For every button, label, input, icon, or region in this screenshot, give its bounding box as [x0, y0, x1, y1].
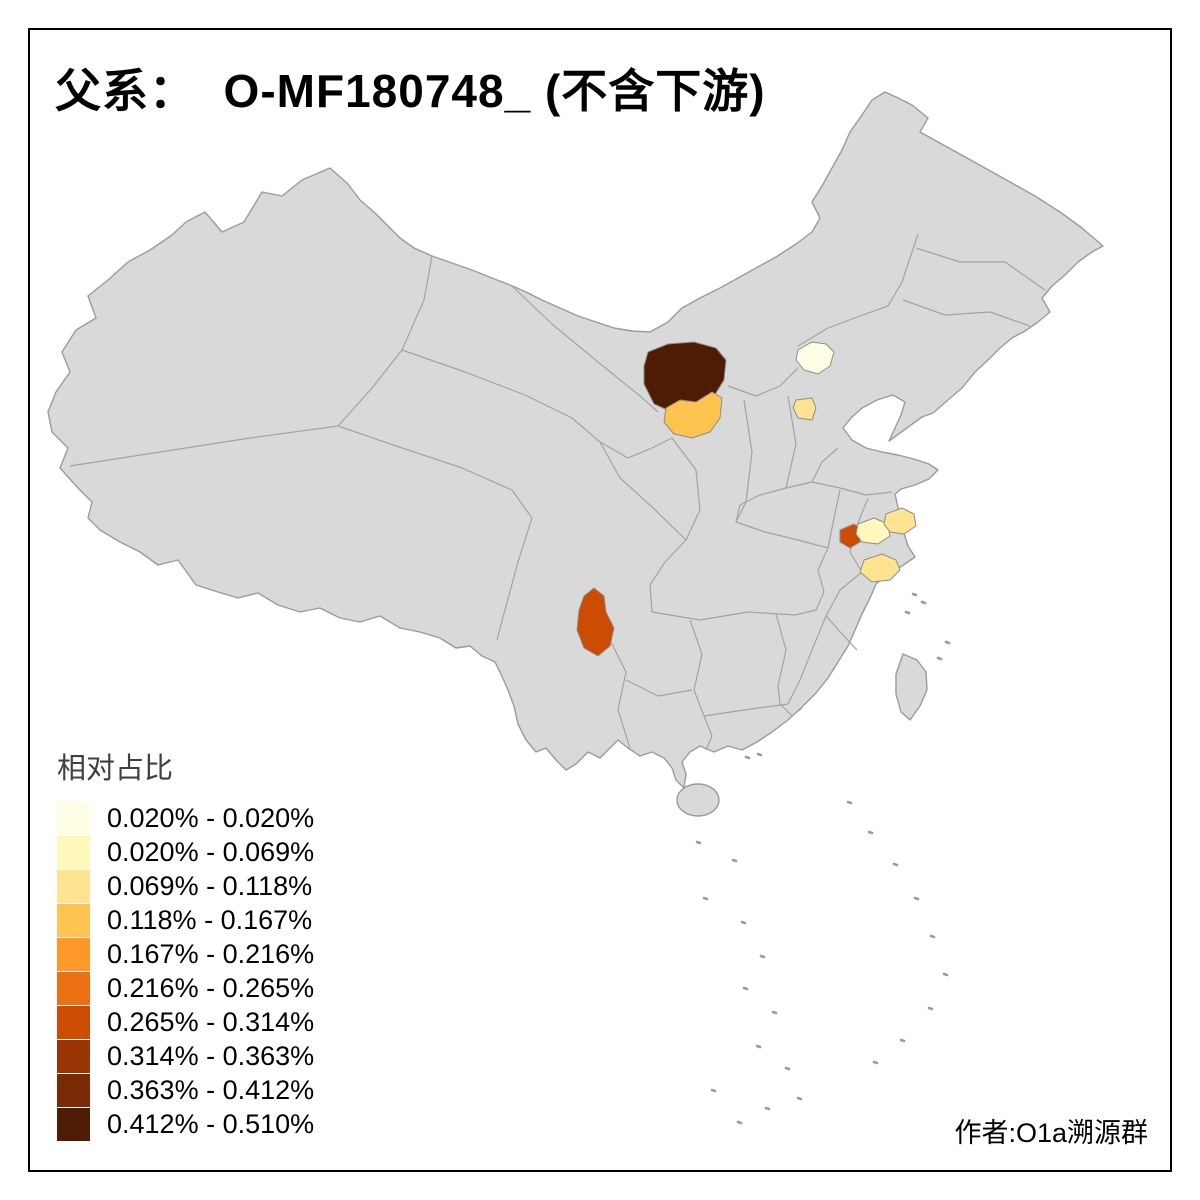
taiwan-island — [895, 653, 928, 721]
legend-row: 0.412% - 0.510% — [57, 1107, 314, 1141]
legend-label: 0.020% - 0.020% — [107, 802, 315, 833]
legend-label: 0.118% - 0.167% — [107, 904, 313, 935]
legend-label: 0.216% - 0.265% — [107, 972, 315, 1003]
legend-row: 0.216% - 0.265% — [57, 971, 314, 1005]
legend-swatch — [57, 1039, 90, 1073]
legend-row: 0.069% - 0.118% — [57, 869, 314, 903]
legend-swatch — [57, 869, 90, 903]
legend-label: 0.363% - 0.412% — [107, 1074, 315, 1105]
south-china-sea-islands — [695, 592, 951, 1125]
hainan-island — [676, 783, 720, 817]
mainland-outline — [47, 91, 1104, 789]
legend-swatch — [57, 1073, 90, 1107]
legend-title: 相对占比 — [57, 753, 174, 785]
attribution: 作者:O1a溯源群 — [954, 1118, 1148, 1148]
legend-label: 0.265% - 0.314% — [107, 1006, 315, 1037]
legend-swatch — [57, 971, 90, 1005]
region-sichuan-south — [576, 587, 615, 657]
legend-swatch — [57, 1107, 90, 1141]
legend-swatch — [57, 937, 90, 971]
legend-label: 0.314% - 0.363% — [107, 1040, 315, 1071]
region-jiangsu-middle — [855, 517, 891, 545]
legend-swatch — [57, 903, 90, 937]
legend-row: 0.314% - 0.363% — [57, 1039, 314, 1073]
legend-row: 0.363% - 0.412% — [57, 1073, 314, 1107]
legend-label: 0.020% - 0.069% — [107, 836, 315, 867]
legend-row: 0.020% - 0.069% — [57, 835, 314, 869]
highlighted-regions — [576, 341, 917, 657]
legend-swatch — [57, 835, 90, 869]
region-hebei-south — [792, 397, 817, 421]
legend-label: 0.069% - 0.118% — [107, 870, 313, 901]
page-title: 父系： O-MF180748_ (不含下游) — [55, 65, 766, 117]
legend-label: 0.412% - 0.510% — [107, 1108, 315, 1139]
province-border-lines — [69, 233, 1046, 751]
legend-swatch — [57, 1005, 90, 1039]
legend-row: 0.020% - 0.020% — [57, 801, 314, 835]
legend-row: 0.167% - 0.216% — [57, 937, 314, 971]
legend-row: 0.118% - 0.167% — [57, 903, 314, 937]
region-jiangsu-south — [859, 553, 901, 583]
region-jiangsu-northeast — [883, 507, 917, 535]
legend: 相对占比 0.020% - 0.020% 0.020% - 0.069% 0.0… — [57, 745, 314, 1141]
region-beijing — [795, 341, 835, 375]
legend-label: 0.167% - 0.216% — [107, 938, 315, 969]
legend-row: 0.265% - 0.314% — [57, 1005, 314, 1039]
legend-swatch — [57, 801, 90, 835]
region-ningxia — [663, 391, 723, 439]
